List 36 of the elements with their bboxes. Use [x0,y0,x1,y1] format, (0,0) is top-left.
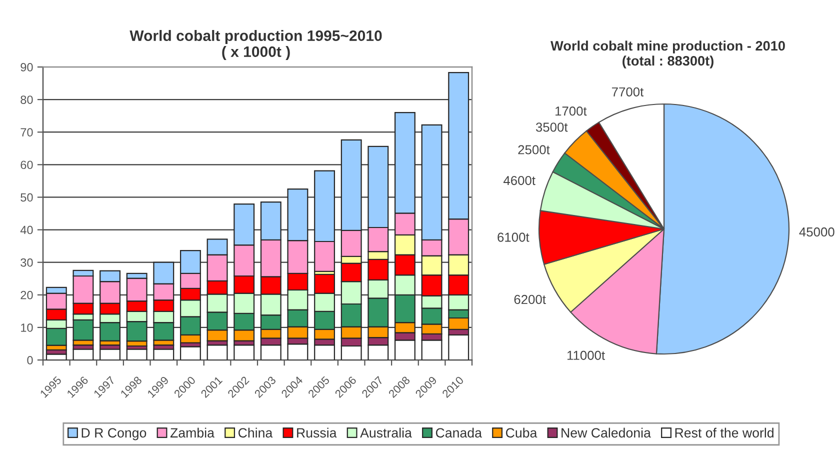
legend-label: Cuba [506,428,538,438]
data-label: 6200t [514,294,546,304]
y-tick-label: 20 [20,290,33,300]
chart-subtitle: (total : 88300t) [622,56,714,68]
y-tick-label: 0 [27,356,33,364]
y-tick-label: 50 [20,193,33,202]
data-label: 3500t [536,122,568,132]
y-tick-label: 40 [20,226,33,234]
y-tick-label: 90 [20,63,33,72]
legend-label: Rest of the world [675,428,774,438]
data-label: 2500t [518,145,550,154]
chart-subtitle: ( x 1000t ) [222,46,290,60]
bar [448,334,470,360]
bar [206,344,228,360]
y-tick-label: 70 [20,128,33,137]
y-tick-label: 30 [20,258,33,267]
bar [234,344,255,360]
data-label: 45000 [799,227,834,237]
data-label: 1700t [556,106,587,116]
legend-label: New Caledonia [562,428,651,438]
legend-label: Russia [297,428,337,438]
data-label: 4600t [503,176,536,186]
data-label: 11000t [567,350,605,360]
y-tick-label: 80 [20,96,33,104]
y-tick-label: 60 [20,160,33,170]
legend-label: Australia [360,428,412,438]
data-label: 6100t [498,232,530,242]
legend-label: Canada [436,428,482,438]
y-tick-label: 10 [21,323,33,332]
legend-label: D R Congo [82,428,146,440]
chart-title: World cobalt mine production - 2010 [550,40,785,54]
bar [180,346,201,360]
data-label: 7700t [612,87,644,96]
legend-label: China [238,428,273,438]
chart-title: World cobalt production 1995~2010 [130,30,382,44]
legend-label: Zambia [170,428,214,438]
